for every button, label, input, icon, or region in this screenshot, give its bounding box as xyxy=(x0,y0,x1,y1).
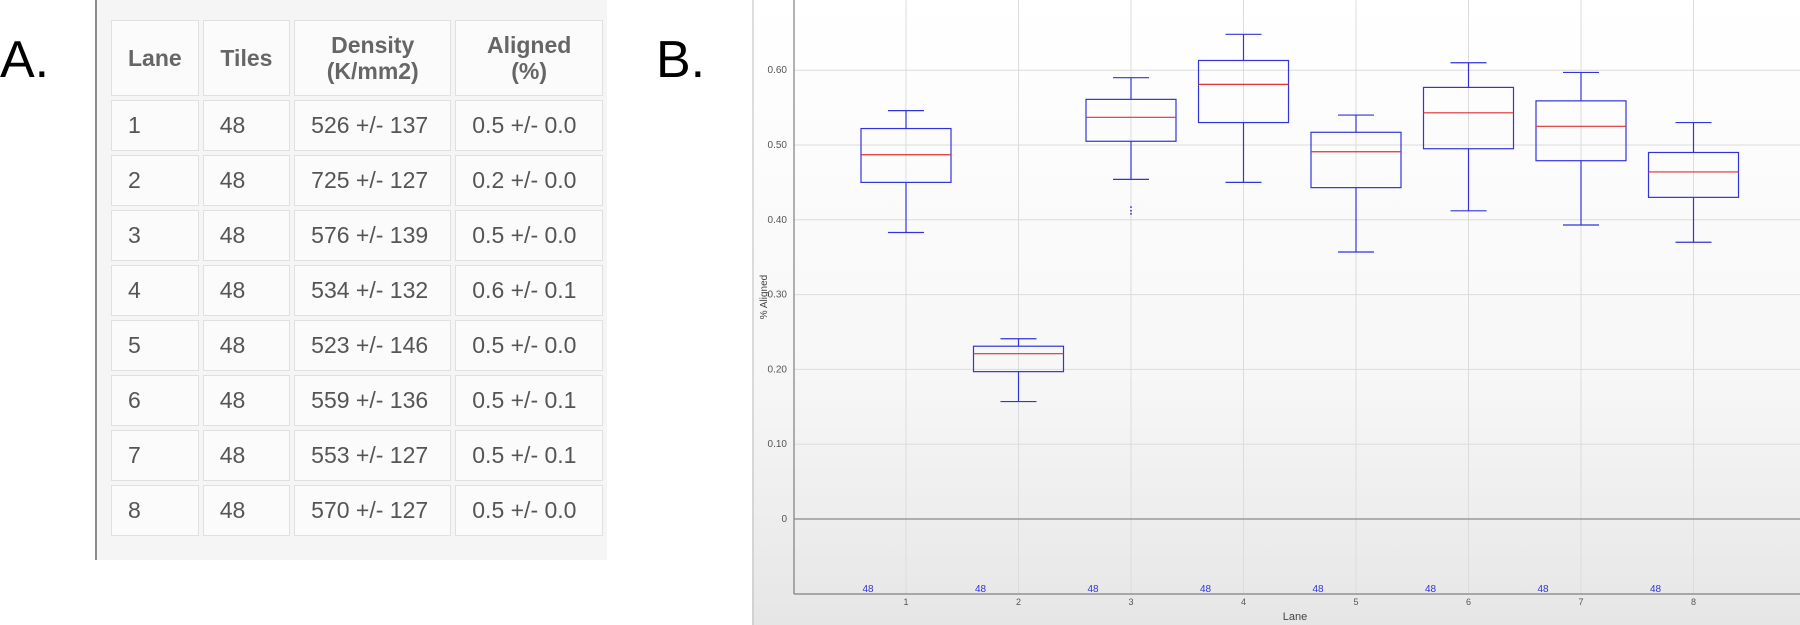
y-tick-label: 0.50 xyxy=(768,140,788,151)
header-aligned-line1: Aligned xyxy=(486,32,572,58)
box-lane-7 xyxy=(1535,100,1627,162)
lane-summary-table-panel: Lane Tiles Density (K/mm2) Aligned (%) 1 48… xyxy=(95,0,607,560)
count-label: 48 xyxy=(1537,584,1549,595)
table-row: 6 48 559 +/- 136 0.5 +/- 0.1 xyxy=(111,375,603,426)
x-tick-label: 7 xyxy=(1578,597,1583,607)
box-lane-2 xyxy=(972,345,1065,373)
outlier-point xyxy=(1130,213,1132,215)
box-lane-3 xyxy=(1085,98,1177,142)
header-aligned: Aligned (%) xyxy=(455,20,603,96)
cell-aligned: 0.5 +/- 0.0 xyxy=(455,320,603,371)
cell-lane: 6 xyxy=(111,375,199,426)
box-lane-1 xyxy=(860,127,952,184)
cell-lane: 8 xyxy=(111,485,199,536)
table-row: 5 48 523 +/- 146 0.5 +/- 0.0 xyxy=(111,320,603,371)
table-row: 4 48 534 +/- 132 0.6 +/- 0.1 xyxy=(111,265,603,316)
cell-tiles: 48 xyxy=(202,485,291,536)
x-tick-label: 4 xyxy=(1241,597,1246,607)
x-tick-label: 6 xyxy=(1466,597,1471,607)
cell-density: 523 +/- 146 xyxy=(294,320,452,371)
cell-density: 570 +/- 127 xyxy=(294,485,452,536)
header-density: Density (K/mm2) xyxy=(294,20,452,96)
cell-tiles: 48 xyxy=(202,320,291,371)
cell-aligned: 0.5 +/- 0.1 xyxy=(455,375,603,426)
count-label: 48 xyxy=(862,584,874,595)
lane-summary-table: Lane Tiles Density (K/mm2) Aligned (%) 1 48… xyxy=(107,16,607,540)
y-tick-label: 0.30 xyxy=(768,290,788,301)
box-lane-5 xyxy=(1310,131,1402,189)
header-tiles: Tiles xyxy=(202,20,291,96)
header-aligned-line2: (%) xyxy=(511,58,548,84)
cell-density: 553 +/- 127 xyxy=(294,430,452,481)
x-tick-label: 8 xyxy=(1691,597,1696,607)
header-density-line1: Density xyxy=(331,32,415,58)
panel-a-label: A. xyxy=(0,31,50,89)
chart-background xyxy=(752,0,1800,625)
box-lane-8 xyxy=(1647,151,1740,198)
table-row: 7 48 553 +/- 127 0.5 +/- 0.1 xyxy=(111,430,603,481)
header-lane: Lane xyxy=(111,20,199,96)
y-tick-label: 0.20 xyxy=(768,364,788,375)
cell-tiles: 48 xyxy=(202,155,291,206)
cell-aligned: 0.2 +/- 0.0 xyxy=(455,155,603,206)
y-axis-label: % Aligned xyxy=(759,275,770,319)
cell-lane: 2 xyxy=(111,155,199,206)
cell-aligned: 0.6 +/- 0.1 xyxy=(455,265,603,316)
count-label: 48 xyxy=(1200,584,1212,595)
cell-density: 534 +/- 132 xyxy=(294,265,452,316)
x-tick-label: 2 xyxy=(1016,597,1021,607)
cell-aligned: 0.5 +/- 0.0 xyxy=(455,100,603,151)
cell-aligned: 0.5 +/- 0.0 xyxy=(455,485,603,536)
header-tiles-line1: Tiles xyxy=(220,45,273,71)
cell-tiles: 48 xyxy=(202,210,291,261)
cell-lane: 7 xyxy=(111,430,199,481)
count-label: 48 xyxy=(975,584,987,595)
x-axis-label: Lane xyxy=(1283,611,1307,623)
table-row: 3 48 576 +/- 139 0.5 +/- 0.0 xyxy=(111,210,603,261)
cell-tiles: 48 xyxy=(202,100,291,151)
cell-tiles: 48 xyxy=(202,375,291,426)
x-tick-label: 3 xyxy=(1128,597,1133,607)
cell-lane: 5 xyxy=(111,320,199,371)
cell-lane: 1 xyxy=(111,100,199,151)
table-header-row: Lane Tiles Density (K/mm2) Aligned (%) xyxy=(111,20,603,96)
cell-lane: 4 xyxy=(111,265,199,316)
table-row: 8 48 570 +/- 127 0.5 +/- 0.0 xyxy=(111,485,603,536)
panel-b-label: B. xyxy=(656,31,706,89)
cell-tiles: 48 xyxy=(202,265,291,316)
cell-lane: 3 xyxy=(111,210,199,261)
y-tick-label: 0.60 xyxy=(768,65,788,76)
count-label: 48 xyxy=(1650,584,1662,595)
cell-density: 559 +/- 136 xyxy=(294,375,452,426)
y-tick-label: 0 xyxy=(781,514,787,525)
cell-density: 576 +/- 139 xyxy=(294,210,452,261)
header-density-line2: (K/mm2) xyxy=(326,58,419,84)
aligned-boxplot-panel: 0 0.10 0.20 0.30 0.40 0.50 0.60% Aligned Lane 48… xyxy=(752,0,1800,625)
x-tick-label: 5 xyxy=(1353,597,1358,607)
count-label: 48 xyxy=(1087,584,1099,595)
outlier-point xyxy=(1130,206,1132,208)
cell-aligned: 0.5 +/- 0.1 xyxy=(455,430,603,481)
y-tick-label: 0.10 xyxy=(768,439,788,450)
box-lane-6 xyxy=(1422,86,1515,150)
table-row: 2 48 725 +/- 127 0.2 +/- 0.0 xyxy=(111,155,603,206)
box-lane-4 xyxy=(1197,59,1290,124)
cell-density: 526 +/- 137 xyxy=(294,100,452,151)
y-tick-label: 0.40 xyxy=(768,215,788,226)
header-lane-line1: Lane xyxy=(128,45,182,71)
count-label: 48 xyxy=(1312,584,1324,595)
x-tick-label: 1 xyxy=(903,597,908,607)
cell-aligned: 0.5 +/- 0.0 xyxy=(455,210,603,261)
outlier-point xyxy=(1130,210,1132,212)
cell-density: 725 +/- 127 xyxy=(294,155,452,206)
count-label: 48 xyxy=(1425,584,1437,595)
cell-tiles: 48 xyxy=(202,430,291,481)
aligned-boxplot-chart: 00.100.200.300.400.500.60% AlignedLane48… xyxy=(752,0,1800,625)
table-row: 1 48 526 +/- 137 0.5 +/- 0.0 xyxy=(111,100,603,151)
